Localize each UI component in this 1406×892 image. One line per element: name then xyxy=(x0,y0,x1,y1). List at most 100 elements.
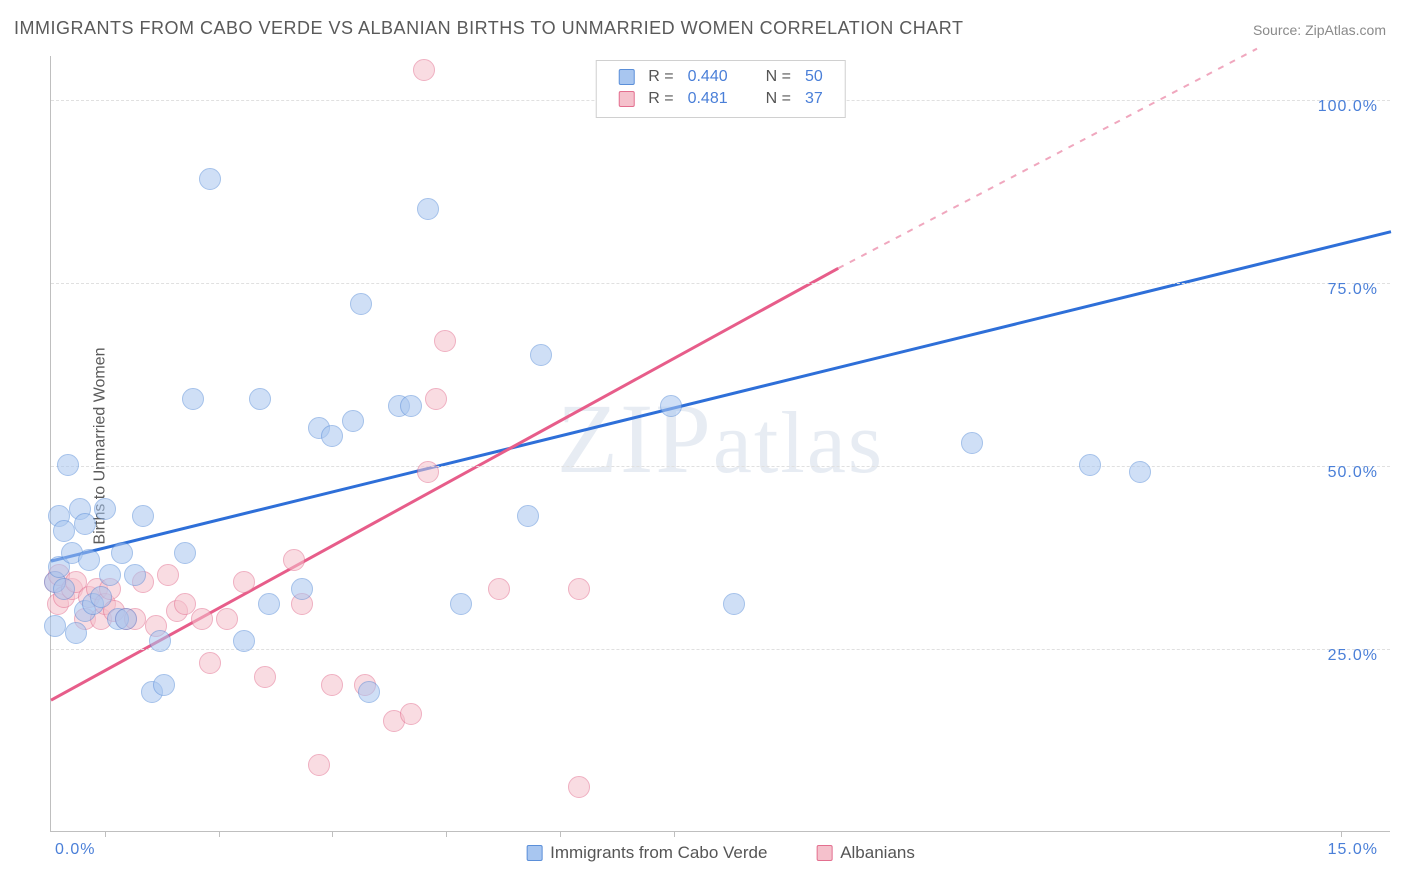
scatter-point xyxy=(400,395,422,417)
legend-row-series-2: R = 0.481 N = 37 xyxy=(612,89,829,109)
scatter-point xyxy=(413,59,435,81)
legend-swatch-2 xyxy=(816,845,832,861)
legend-table: R = 0.440 N = 50 R = 0.481 N = 37 xyxy=(610,65,831,111)
scatter-point xyxy=(149,630,171,652)
scatter-point xyxy=(350,293,372,315)
plot-area: ZIPatlas R = 0.440 N = 50 R = 0.481 N = xyxy=(50,56,1390,832)
y-tick-label: 25.0% xyxy=(1328,647,1378,665)
scatter-point xyxy=(517,505,539,527)
scatter-point xyxy=(358,681,380,703)
scatter-point xyxy=(182,388,204,410)
scatter-point xyxy=(78,549,100,571)
scatter-point xyxy=(157,564,179,586)
source-attribution: Source: ZipAtlas.com xyxy=(1253,22,1386,38)
scatter-point xyxy=(57,454,79,476)
y-tick-label: 50.0% xyxy=(1328,464,1378,482)
scatter-point xyxy=(44,615,66,637)
scatter-point xyxy=(321,425,343,447)
x-axis-tick xyxy=(219,831,220,837)
scatter-point xyxy=(308,754,330,776)
legend-label-2: Albanians xyxy=(840,843,915,862)
legend-n-value-1: 50 xyxy=(799,67,829,87)
scatter-point xyxy=(660,395,682,417)
scatter-point xyxy=(216,608,238,630)
scatter-point xyxy=(99,564,121,586)
watermark: ZIPatlas xyxy=(557,380,884,495)
scatter-point xyxy=(450,593,472,615)
scatter-point xyxy=(199,168,221,190)
legend-row-series-1: R = 0.440 N = 50 xyxy=(612,67,829,87)
scatter-point xyxy=(1079,454,1101,476)
scatter-point xyxy=(174,542,196,564)
scatter-point xyxy=(111,542,133,564)
x-axis-tick xyxy=(446,831,447,837)
scatter-point xyxy=(233,630,255,652)
legend-r-label: R = xyxy=(642,89,679,109)
y-tick-label: 75.0% xyxy=(1328,281,1378,299)
scatter-point xyxy=(258,593,280,615)
scatter-point xyxy=(400,703,422,725)
legend-item-2: Albanians xyxy=(816,843,915,862)
x-axis-tick xyxy=(1341,831,1342,837)
legend-series: Immigrants from Cabo Verde Albanians xyxy=(504,843,937,863)
scatter-point xyxy=(488,578,510,600)
legend-r-value-2: 0.481 xyxy=(682,89,734,109)
scatter-point xyxy=(199,652,221,674)
chart-title: IMMIGRANTS FROM CABO VERDE VS ALBANIAN B… xyxy=(14,18,963,39)
scatter-point xyxy=(291,578,313,600)
scatter-point xyxy=(283,549,305,571)
gridline-horizontal xyxy=(51,466,1390,467)
scatter-point xyxy=(124,564,146,586)
source-prefix: Source: xyxy=(1253,22,1305,38)
legend-n-label: N = xyxy=(760,67,797,87)
scatter-point xyxy=(723,593,745,615)
source-name: ZipAtlas.com xyxy=(1305,22,1386,38)
x-axis-tick xyxy=(105,831,106,837)
scatter-point xyxy=(254,666,276,688)
scatter-point xyxy=(1129,461,1151,483)
scatter-point xyxy=(417,198,439,220)
legend-r-value-1: 0.440 xyxy=(682,67,734,87)
scatter-point xyxy=(65,622,87,644)
scatter-point xyxy=(115,608,137,630)
x-axis-tick xyxy=(674,831,675,837)
x-axis-tick xyxy=(560,831,561,837)
legend-item-1: Immigrants from Cabo Verde xyxy=(526,843,772,862)
scatter-point xyxy=(90,586,112,608)
scatter-point xyxy=(53,520,75,542)
gridline-horizontal xyxy=(51,649,1390,650)
scatter-point xyxy=(417,461,439,483)
scatter-point xyxy=(568,578,590,600)
scatter-point xyxy=(321,674,343,696)
chart-container: IMMIGRANTS FROM CABO VERDE VS ALBANIAN B… xyxy=(0,0,1406,892)
scatter-point xyxy=(568,776,590,798)
legend-swatch-series-2 xyxy=(618,91,634,107)
legend-swatch-1 xyxy=(526,845,542,861)
scatter-point xyxy=(249,388,271,410)
scatter-point xyxy=(153,674,175,696)
scatter-point xyxy=(961,432,983,454)
y-tick-label: 100.0% xyxy=(1318,98,1378,116)
gridline-horizontal xyxy=(51,283,1390,284)
x-axis-min-label: 0.0% xyxy=(55,841,95,859)
legend-n-label: N = xyxy=(760,89,797,109)
scatter-point xyxy=(132,505,154,527)
legend-r-label: R = xyxy=(642,67,679,87)
scatter-point xyxy=(53,578,75,600)
legend-n-value-2: 37 xyxy=(799,89,829,109)
scatter-point xyxy=(530,344,552,366)
scatter-point xyxy=(74,513,96,535)
x-axis-tick xyxy=(332,831,333,837)
scatter-point xyxy=(425,388,447,410)
scatter-point xyxy=(434,330,456,352)
scatter-point xyxy=(342,410,364,432)
scatter-point xyxy=(191,608,213,630)
legend-label-1: Immigrants from Cabo Verde xyxy=(550,843,767,862)
legend-swatch-series-1 xyxy=(618,69,634,85)
scatter-point xyxy=(233,571,255,593)
x-axis-max-label: 15.0% xyxy=(1328,841,1378,859)
scatter-point xyxy=(94,498,116,520)
trend-lines-layer xyxy=(51,56,1391,832)
legend-correlation: R = 0.440 N = 50 R = 0.481 N = 37 xyxy=(595,60,846,118)
trend-line xyxy=(838,49,1257,269)
